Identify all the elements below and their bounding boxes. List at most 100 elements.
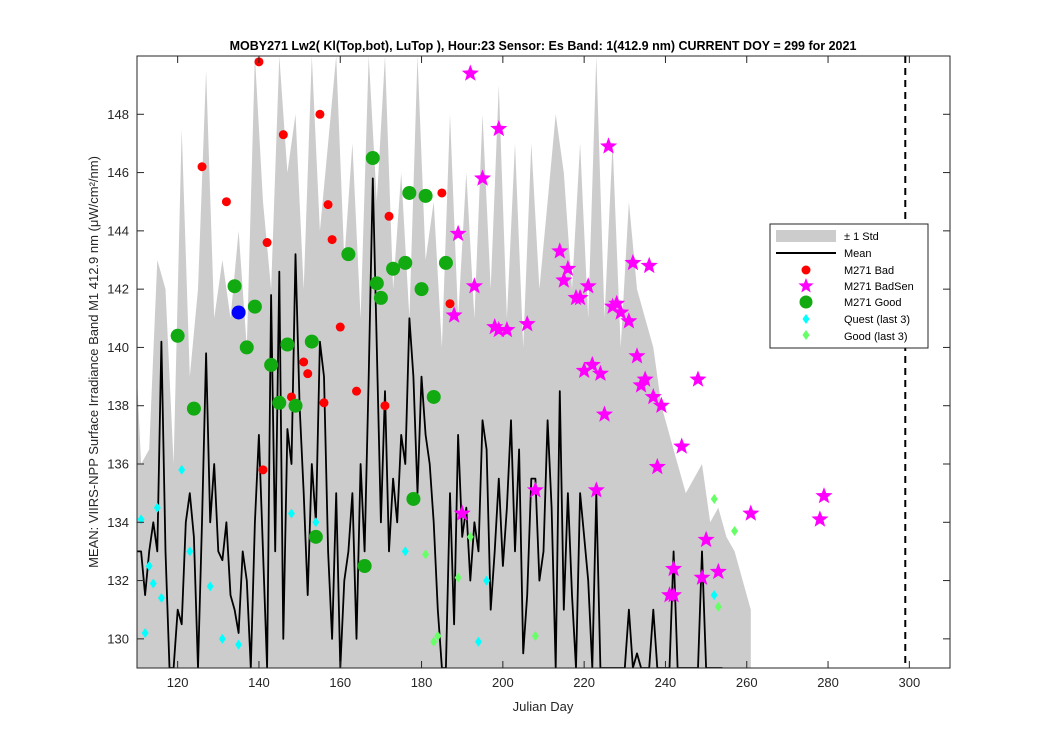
good-point [373, 290, 388, 305]
bad-point [299, 357, 309, 367]
bad-point [319, 398, 329, 408]
bad-point [335, 322, 345, 332]
bad-point [437, 188, 447, 198]
badsen-point [587, 481, 605, 498]
good-point [304, 334, 319, 349]
x-tick-label: 280 [817, 675, 839, 690]
markers-layer [137, 57, 833, 650]
good-last3-point [430, 636, 438, 647]
good-point [170, 328, 185, 343]
badsen-point [620, 312, 638, 329]
legend-label-good-last3: Good (last 3) [844, 331, 908, 343]
badsen-point [636, 370, 654, 387]
bad-point [384, 211, 394, 221]
legend-item-badsen: M271 BadSen [798, 278, 914, 293]
quest-point [141, 628, 149, 639]
quest-point [178, 464, 186, 475]
mean-line [137, 177, 723, 668]
good-point [418, 188, 433, 203]
legend-label-good: M271 Good [844, 297, 901, 309]
badsen-point [474, 169, 492, 186]
y-tick-label: 148 [107, 107, 129, 122]
badsen-point [693, 568, 711, 585]
good-last3-point [466, 531, 474, 542]
badsen-point [551, 242, 569, 259]
badsen-point [498, 320, 516, 338]
quest-point [157, 593, 165, 604]
legend-swatch-badsen [798, 278, 814, 293]
legend-item-quest: Quest (last 3) [802, 314, 910, 326]
quest-point [206, 581, 214, 592]
good-point [247, 299, 262, 314]
quest-point [186, 546, 194, 557]
bad-point [278, 130, 288, 140]
badsen-point [648, 457, 666, 475]
badsen-point [583, 355, 601, 373]
legend-label-std: ± 1 Std [844, 231, 879, 243]
bad-point [323, 200, 333, 210]
bad-point [303, 369, 313, 379]
badsen-point [604, 297, 622, 314]
good-point [402, 185, 417, 200]
axes-ticks: 120 140 160 180 200 220 240 260 280 300 130 132 134 1… [107, 56, 950, 690]
good-point [239, 340, 254, 355]
x-tick-label: 240 [655, 675, 677, 690]
x-tick-label: 120 [167, 675, 189, 690]
badsen-point [709, 562, 727, 580]
quest-point [149, 578, 157, 589]
badsen-point [445, 306, 463, 323]
badsen-point [518, 315, 536, 332]
legend-item-mean: Mean [776, 248, 872, 260]
legend-swatch-std [776, 230, 836, 242]
legend-label-bad: M271 Bad [844, 265, 894, 277]
badsen-point [612, 303, 630, 320]
badsen-point [673, 437, 691, 454]
good-point [264, 357, 279, 372]
x-tick-label: 300 [898, 675, 920, 690]
badsen-point [486, 318, 504, 335]
good-point [357, 559, 372, 573]
good-point [341, 247, 356, 262]
badsen-point [624, 253, 642, 271]
badsen-point [665, 586, 683, 603]
legend-swatch-good-last3 [802, 330, 810, 340]
bad-point [327, 235, 337, 245]
good-last3-point [434, 630, 442, 641]
y-tick-label: 142 [107, 282, 129, 297]
good-point [186, 401, 201, 416]
badsen-point [461, 64, 479, 81]
good-point [398, 255, 413, 270]
badsen-point [811, 510, 829, 527]
x-tick-label: 200 [492, 675, 514, 690]
badsen-point [490, 320, 508, 338]
y-tick-label: 136 [107, 457, 129, 472]
legend-item-good-last3: Good (last 3) [802, 330, 908, 343]
badsen-point [742, 504, 760, 521]
bad-point [258, 465, 268, 475]
badsen-point [689, 370, 707, 387]
badsen-point [526, 481, 544, 498]
legend-swatch-bad [801, 265, 811, 275]
badsen-point [644, 388, 662, 405]
x-tick-label: 220 [573, 675, 595, 690]
bad-point [352, 386, 362, 396]
badsen-point [575, 361, 593, 378]
bad-point [315, 109, 325, 119]
good-point [386, 261, 401, 276]
good-point [426, 389, 441, 404]
legend-label-mean: Mean [844, 248, 872, 260]
good-last3-point [531, 630, 539, 641]
bad-point [197, 162, 207, 172]
good-point [308, 529, 323, 544]
good-last3-point [731, 526, 739, 537]
legend-swatch-good [799, 295, 813, 309]
good-last3-point [714, 601, 722, 612]
quest-point [710, 590, 718, 601]
legend-box [769, 223, 929, 349]
quest-point [474, 636, 482, 647]
quest-point [145, 561, 153, 571]
y-tick-label: 130 [107, 631, 129, 646]
good-point [438, 255, 453, 270]
y-tick-label: 132 [107, 573, 129, 588]
good-point [414, 282, 429, 297]
